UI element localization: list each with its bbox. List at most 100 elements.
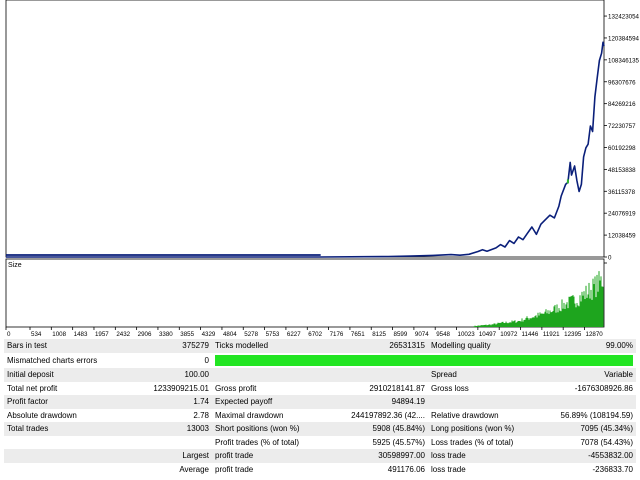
- table-row: Average profit trade 491176.06 loss trade -2…: [4, 462, 636, 476]
- size-frame: [5, 258, 605, 328]
- size-bar: [485, 324, 487, 327]
- x-tick-label: 7651: [351, 331, 365, 338]
- size-bar: [506, 322, 508, 327]
- table-cell: Expected payoff: [212, 395, 324, 409]
- balance-tick-label: 72230757: [608, 123, 636, 130]
- table-cell: 99.00%: [544, 339, 636, 353]
- size-bar: [538, 315, 540, 327]
- size-bar: [516, 322, 518, 327]
- size-bar: [480, 325, 482, 327]
- table-cell: [4, 449, 109, 463]
- size-bar: [547, 310, 549, 327]
- table-cell: Mismatched charts errors: [4, 352, 109, 368]
- size-bar: [549, 310, 551, 327]
- size-bar: [536, 317, 538, 327]
- table-cell: [4, 435, 109, 449]
- size-bar: [527, 317, 529, 327]
- size-bar: [583, 291, 585, 327]
- x-tick-label: 6702: [308, 331, 322, 338]
- size-bar: [552, 310, 554, 327]
- table-cell: [109, 435, 212, 449]
- x-tick-label: 5753: [266, 331, 280, 338]
- table-cell: Largest: [109, 449, 212, 463]
- size-bar: [561, 299, 563, 327]
- table-cell: Maximal drawdown: [212, 408, 324, 422]
- balance-tick-label: 24076919: [608, 211, 636, 218]
- table-cell: 375279: [109, 339, 212, 353]
- size-bar: [546, 313, 548, 327]
- x-tick-label: 8599: [394, 331, 408, 338]
- x-tick-label: 10972: [500, 331, 518, 338]
- table-cell: Profit factor: [4, 395, 109, 409]
- table-cell: Bars in test: [4, 339, 109, 353]
- size-bar: [570, 296, 572, 327]
- size-bar: [532, 317, 534, 327]
- size-bar: [491, 324, 493, 327]
- balance-tick-label: 84269216: [608, 101, 636, 108]
- size-bar: [533, 317, 535, 327]
- size-bar: [580, 301, 582, 327]
- size-bar: [585, 285, 587, 327]
- size-bar: [569, 296, 571, 327]
- size-bar: [486, 325, 488, 327]
- size-bar: [540, 313, 542, 327]
- size-bar: [548, 313, 550, 327]
- size-bar: [577, 305, 579, 327]
- table-cell: 94894.19: [324, 395, 428, 409]
- size-bar: [575, 307, 577, 327]
- table-cell: loss trade: [428, 449, 544, 463]
- x-tick-label: 1008: [52, 331, 66, 338]
- size-bar: [595, 297, 597, 327]
- balance-tick-label: 0: [608, 255, 612, 262]
- x-tick-label: 10497: [479, 331, 497, 338]
- size-bar: [560, 311, 562, 327]
- size-bar: [515, 322, 517, 327]
- size-bar: [568, 296, 570, 327]
- table-cell: Variable: [544, 368, 636, 382]
- size-bar: [597, 291, 599, 327]
- size-bar: [531, 317, 533, 327]
- x-tick-label: 10023: [458, 331, 476, 338]
- size-bar: [496, 323, 498, 327]
- table-cell: 5925 (45.57%): [324, 435, 428, 449]
- table-cell: 26531315: [324, 339, 428, 353]
- table-cell: -4553832.00: [544, 449, 636, 463]
- balance-tick-label: 60192298: [608, 145, 636, 152]
- balance-tick-label: 48153838: [608, 167, 636, 174]
- size-bar: [512, 321, 514, 327]
- size-bar: [555, 312, 557, 327]
- x-tick-label: 2432: [116, 331, 130, 338]
- table-cell: Ticks modelled: [212, 339, 324, 353]
- balance-tick-label: 96307676: [608, 79, 636, 86]
- table-row: Initial deposit 100.00 Spread Variable: [4, 368, 636, 382]
- size-bar: [576, 303, 578, 327]
- size-bar: [514, 320, 516, 327]
- size-bar: [481, 325, 483, 327]
- x-axis: 0 534 1008 1483 1957 2432 2906 3380 3855 4329 4804…: [5, 327, 603, 338]
- size-bar: [497, 322, 499, 327]
- x-tick-label: 11921: [543, 331, 560, 338]
- size-bar: [588, 282, 590, 327]
- table-cell: 7078 (54.43%): [544, 435, 636, 449]
- balance-tick-label: 36115378: [608, 189, 636, 196]
- size-bar: [504, 323, 506, 327]
- size-bar: [600, 276, 602, 327]
- table-cell: [4, 462, 109, 476]
- table-cell: Profit trades (% of total): [212, 435, 324, 449]
- table-cell: Modelling quality: [428, 339, 544, 353]
- size-bar: [543, 313, 545, 327]
- size-bar: [490, 325, 492, 327]
- size-bar: [534, 316, 536, 327]
- size-bar: [500, 322, 502, 327]
- size-bar: [505, 321, 507, 327]
- table-cell: Total trades: [4, 422, 109, 436]
- table-cell: Gross profit: [212, 381, 324, 395]
- size-bar: [591, 299, 593, 327]
- table-row: Mismatched charts errors 0: [4, 352, 636, 368]
- size-bar: [589, 298, 591, 327]
- size-bar: [501, 321, 503, 327]
- table-row: Profit trades (% of total) 5925 (45.57%) L…: [4, 435, 636, 449]
- table-cell: 1.74: [109, 395, 212, 409]
- balance-panel: 0 12038459 24076919 36115378 48153838 6019229…: [5, 0, 640, 262]
- size-bar: [562, 308, 564, 327]
